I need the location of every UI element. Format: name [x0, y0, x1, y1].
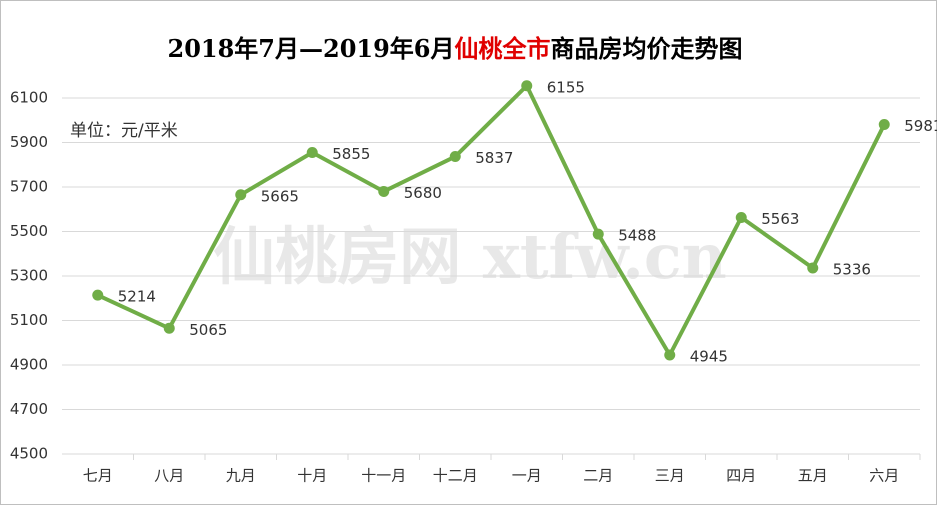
- data-point: [521, 80, 533, 92]
- watermark: 仙桃房网 xtfw.cn: [213, 220, 726, 293]
- x-tick-label: 一月: [512, 467, 542, 485]
- data-point: [735, 211, 747, 223]
- data-label: 5214: [118, 288, 156, 306]
- x-tick-label: 四月: [726, 467, 756, 485]
- data-label: 5855: [332, 145, 370, 163]
- data-point: [592, 228, 604, 240]
- title-part: 2018年7月—2019年6月: [168, 34, 455, 63]
- data-label: 5665: [261, 187, 299, 205]
- x-tick-label: 十月: [297, 467, 327, 485]
- data-label: 5336: [833, 260, 871, 278]
- data-label: 5680: [404, 184, 442, 202]
- x-tick-label: 七月: [83, 467, 113, 485]
- data-point: [449, 151, 461, 163]
- data-label: 5837: [475, 149, 513, 167]
- title-part: 仙桃全市: [455, 34, 551, 63]
- data-label: 5065: [189, 321, 227, 339]
- data-point: [306, 147, 318, 159]
- data-point: [92, 289, 104, 301]
- data-label: 6155: [547, 78, 585, 96]
- title-part: 商品房均价走势图: [551, 34, 743, 63]
- chart-title: 2018年7月—2019年6月仙桃全市商品房均价走势图: [168, 34, 743, 63]
- x-tick-label: 二月: [583, 467, 613, 485]
- x-tick-label: 九月: [226, 467, 256, 485]
- x-tick-label: 五月: [798, 467, 828, 485]
- data-point: [664, 349, 676, 361]
- data-label: 5981: [904, 117, 937, 135]
- y-tick-label: 5900: [10, 133, 48, 151]
- data-point: [807, 262, 819, 274]
- unit-annotation: 单位：元/平米: [70, 121, 178, 141]
- x-tick-label: 八月: [154, 467, 184, 485]
- data-point: [235, 189, 247, 201]
- x-tick-label: 三月: [655, 467, 685, 485]
- y-tick-label: 5100: [10, 311, 48, 329]
- y-tick-label: 6100: [10, 89, 48, 107]
- data-label: 5488: [618, 227, 656, 245]
- data-label: 5563: [761, 210, 799, 228]
- series-line: [96, 83, 887, 357]
- x-tick-label: 十二月: [433, 467, 478, 485]
- data-point: [378, 185, 390, 197]
- y-tick-label: 5500: [10, 222, 48, 240]
- data-point: [878, 118, 890, 130]
- y-tick-label: 4500: [10, 445, 48, 463]
- x-tick-label: 六月: [869, 467, 899, 485]
- y-tick-label: 5300: [10, 267, 48, 285]
- y-tick-label: 4900: [10, 356, 48, 374]
- x-tick-label: 十一月: [361, 467, 406, 485]
- data-point: [163, 322, 175, 334]
- y-tick-label: 4700: [10, 400, 48, 418]
- data-label: 4945: [690, 347, 728, 365]
- y-tick-label: 5700: [10, 178, 48, 196]
